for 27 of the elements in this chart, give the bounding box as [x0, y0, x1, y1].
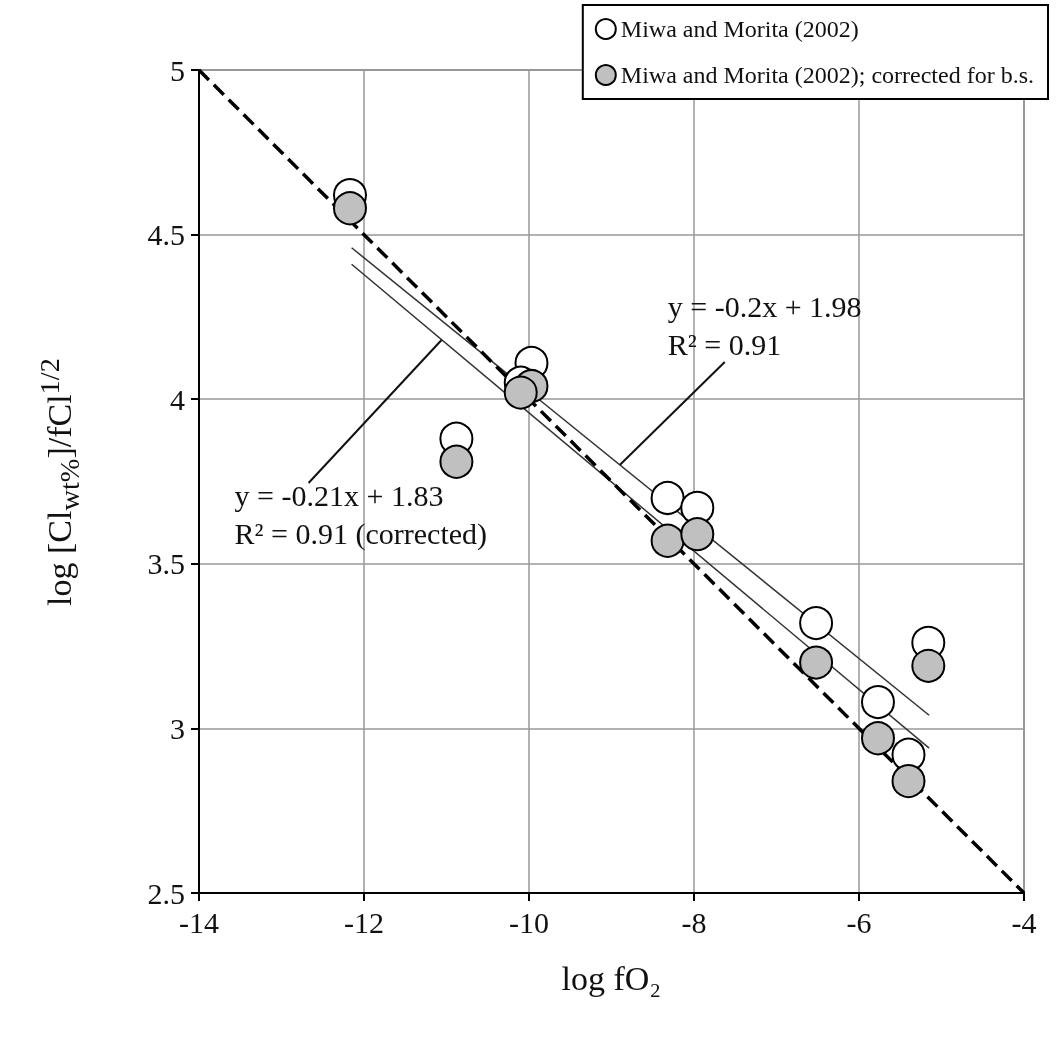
annotation: y = -0.21x + 1.83 R² = 0.91 (corrected): [234, 479, 488, 552]
point: [333, 191, 367, 226]
point: [891, 764, 926, 799]
y-tick-label: 3: [170, 711, 185, 745]
point: [911, 648, 946, 683]
point: [861, 721, 895, 756]
y-tick-label: 4.5: [147, 218, 185, 252]
legend-label: Miwa and Morita (2002): [620, 16, 859, 42]
y-tick-label: 3.5: [147, 547, 185, 581]
point: [680, 517, 715, 552]
point: [799, 606, 834, 641]
point: [650, 480, 685, 515]
x-axis-title: log fO₂: [561, 960, 662, 998]
annotation: y = -0.2x + 1.98 R² = 0.91: [667, 289, 862, 361]
x-tick-label: -8: [681, 905, 707, 939]
point: [861, 685, 895, 720]
point: [439, 444, 474, 479]
legend-label: Miwa and Morita (2002); corrected for b.s.: [620, 62, 1034, 88]
x-tick-label: -10: [509, 905, 549, 939]
y-tick-label: 4: [170, 382, 185, 416]
point: [503, 375, 538, 410]
y-tick-label: 5: [170, 53, 185, 87]
point: [799, 645, 834, 680]
point: [650, 523, 685, 558]
x-tick-label: -12: [344, 905, 384, 939]
x-tick-label: -4: [1011, 905, 1037, 939]
x-tick-label: -6: [846, 905, 872, 939]
